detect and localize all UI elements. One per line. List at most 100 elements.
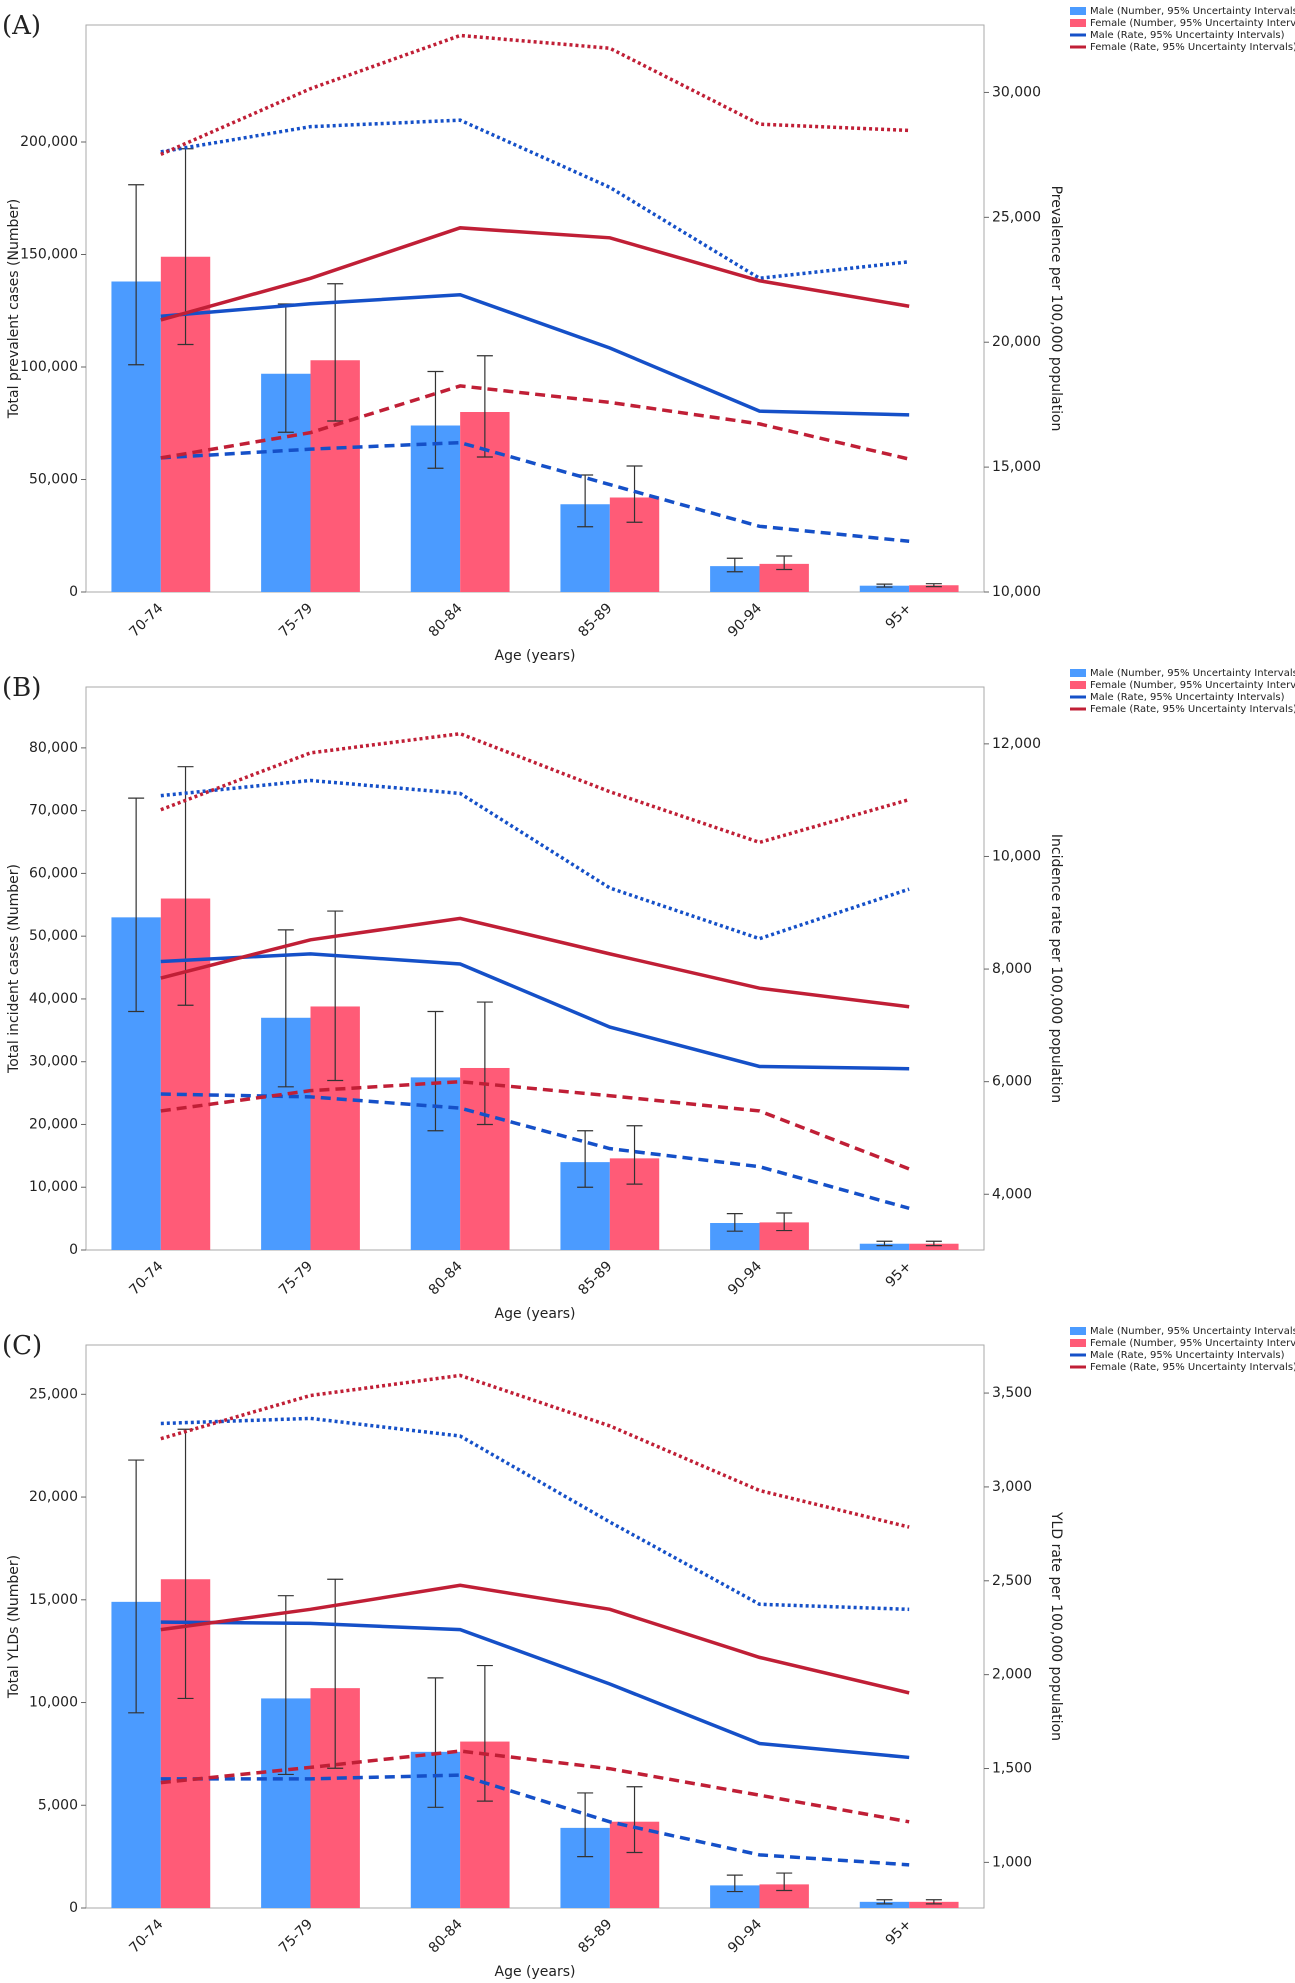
rate-lower-line (160, 1749, 910, 1824)
y2-axis-label: Prevalence per 100,000 population (1048, 186, 1064, 432)
error-bar (925, 583, 942, 588)
rate-line (160, 952, 910, 1071)
rate-upper-line (160, 1373, 910, 1529)
error-bar (128, 184, 145, 366)
error-bar (726, 557, 743, 573)
bar (859, 585, 910, 592)
legend-label: Female (Number, 95% Uncertainty Interval… (1090, 1338, 1295, 1349)
error-bar (476, 355, 493, 458)
error-bar (726, 1874, 743, 1893)
error-bar (427, 370, 444, 469)
x-tick-label: 75-79 (276, 1916, 316, 1956)
x-tick-label: 70-74 (126, 600, 166, 640)
y-axis-label: Total YLDs (Number) (6, 1555, 22, 1699)
y2-tick-label: 15,000 (992, 459, 1041, 475)
y2-tick-label: 4,000 (992, 1186, 1032, 1202)
error-bar (626, 1786, 643, 1854)
panel-label: (B) (2, 673, 41, 703)
x-tick-label: 90-94 (725, 600, 765, 640)
y2-tick-label: 20,000 (992, 334, 1041, 350)
x-tick-label: 95+ (883, 1258, 915, 1290)
y2-tick-label: 8,000 (992, 961, 1032, 977)
x-tick-label: 80-84 (426, 1258, 466, 1298)
error-bar (626, 1125, 643, 1185)
y2-tick-label: 10,000 (992, 848, 1041, 864)
y-tick-label: 5,000 (38, 1797, 78, 1813)
y-tick-label: 60,000 (29, 865, 78, 881)
x-axis-label: Age (years) (495, 1306, 576, 1322)
y-tick-label: 40,000 (29, 991, 78, 1007)
y2-tick-label: 25,000 (992, 209, 1041, 225)
plot-area (85, 686, 985, 1251)
legend-label: Male (Number, 95% Uncertainty Intervals) (1090, 6, 1295, 17)
error-bar (776, 1872, 793, 1892)
rate-line (160, 292, 910, 417)
legend-swatch (1070, 19, 1086, 27)
error-bar (128, 1459, 145, 1714)
error-bar (327, 910, 344, 1082)
rate-lower-line (160, 440, 910, 544)
x-tick-label: 95+ (883, 600, 915, 632)
y-tick-label: 20,000 (29, 1116, 78, 1132)
rate-upper-line (160, 118, 910, 281)
y2-tick-label: 1,500 (992, 1761, 1032, 1777)
error-bar (876, 1240, 893, 1247)
y-tick-label: 70,000 (29, 803, 78, 819)
x-tick-label: 90-94 (725, 1258, 765, 1298)
x-axis-label: Age (years) (495, 648, 576, 664)
y2-tick-label: 1,000 (992, 1854, 1032, 1870)
x-tick-label: 75-79 (276, 600, 316, 640)
x-tick-label: 90-94 (725, 1916, 765, 1956)
rate-line (160, 916, 910, 1009)
y-tick-label: 10,000 (29, 1179, 78, 1195)
x-tick-label: 85-89 (575, 1916, 615, 1956)
error-bar (476, 1664, 493, 1802)
legend-swatch (1070, 1339, 1086, 1347)
legend-swatch (1070, 681, 1086, 689)
bar (909, 1243, 959, 1250)
legend-label: Male (Rate, 95% Uncertainty Intervals) (1090, 1350, 1285, 1361)
rate-upper-line (160, 731, 910, 845)
error-bar (277, 1595, 294, 1776)
rate-upper-line (160, 778, 910, 941)
rate-lower-line (160, 1079, 910, 1171)
error-bar (128, 797, 145, 1013)
bar (710, 1885, 760, 1908)
y-tick-label: 80,000 (29, 740, 78, 756)
x-tick-label: 80-84 (426, 1916, 466, 1956)
panel-label: (C) (2, 1331, 42, 1361)
legend-label: Female (Number, 95% Uncertainty Interval… (1090, 18, 1295, 29)
y2-tick-label: 30,000 (992, 84, 1041, 100)
y2-tick-label: 3,000 (992, 1479, 1032, 1495)
y-tick-label: 0 (69, 1242, 78, 1258)
legend-label: Female (Number, 95% Uncertainty Interval… (1090, 680, 1295, 691)
rate-line (160, 1620, 910, 1760)
error-bar (327, 1578, 344, 1769)
error-bar (577, 1792, 594, 1858)
x-tick-label: 85-89 (575, 600, 615, 640)
x-tick-label: 80-84 (426, 600, 466, 640)
y2-tick-label: 10,000 (992, 584, 1041, 600)
legend-label: Female (Rate, 95% Uncertainty Intervals) (1090, 42, 1295, 53)
y-tick-label: 0 (69, 1900, 78, 1916)
legend-label: Female (Rate, 95% Uncertainty Intervals) (1090, 1362, 1295, 1373)
plot-area (85, 24, 985, 593)
y2-tick-label: 6,000 (992, 1074, 1032, 1090)
legend-swatch (1070, 7, 1086, 15)
y-tick-label: 0 (69, 584, 78, 600)
error-bar (476, 1001, 493, 1126)
y-tick-label: 200,000 (20, 134, 78, 150)
y-tick-label: 150,000 (20, 247, 78, 263)
y-axis-label: Total prevalent cases (Number) (6, 199, 22, 419)
rate-line (160, 226, 910, 322)
plot-area (85, 1344, 985, 1909)
error-bar (776, 1212, 793, 1232)
rate-upper-line (160, 1416, 910, 1612)
y-tick-label: 100,000 (20, 359, 78, 375)
bar (859, 1243, 910, 1250)
y-tick-label: 20,000 (29, 1489, 78, 1505)
y-tick-label: 15,000 (29, 1592, 78, 1608)
error-bar (776, 555, 793, 571)
error-bar (427, 1010, 444, 1132)
